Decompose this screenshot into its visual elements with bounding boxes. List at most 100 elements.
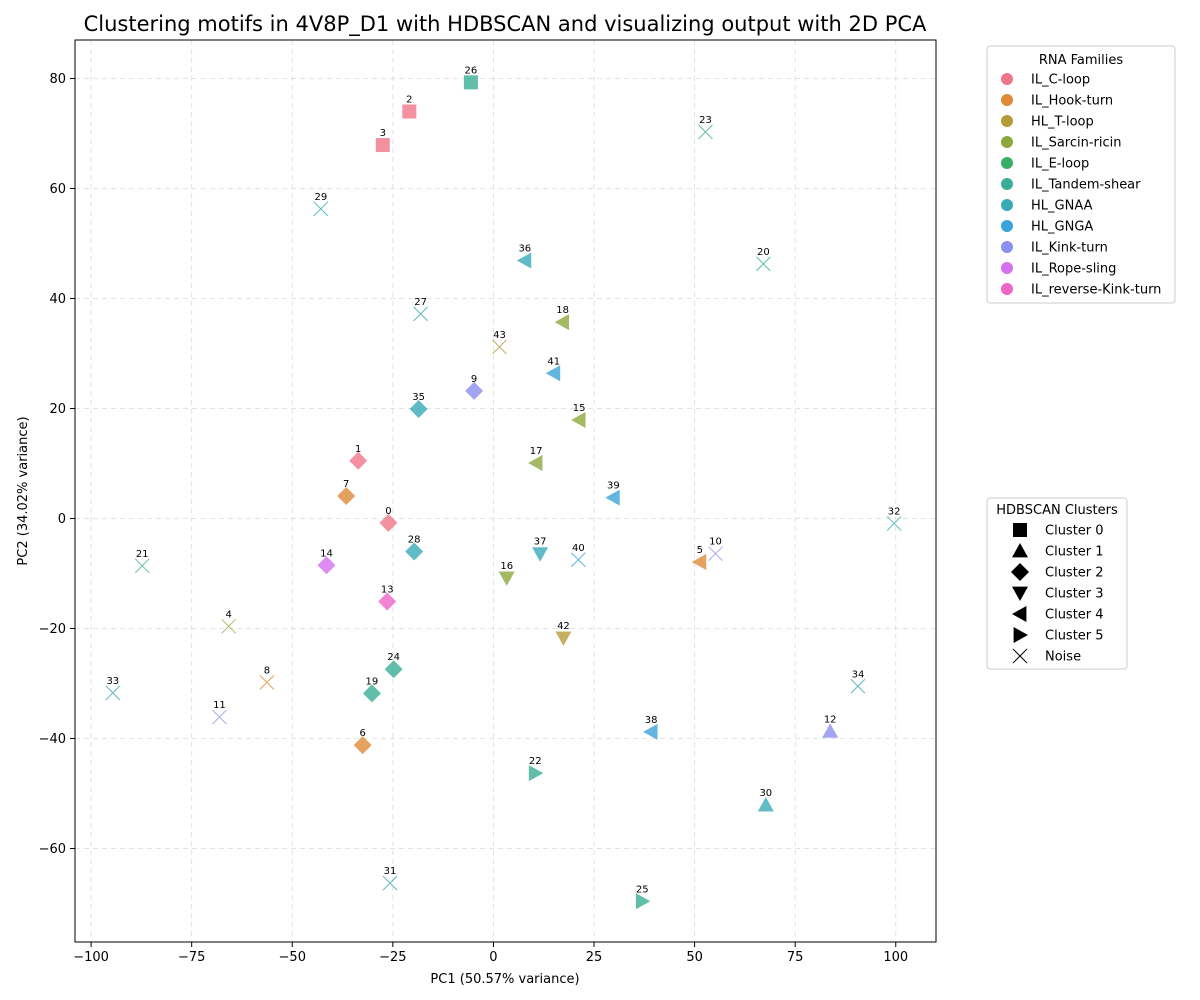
point-label: 5	[697, 545, 703, 556]
data-point: 24	[384, 652, 403, 679]
point-label: 39	[607, 481, 620, 492]
point-marker	[886, 516, 902, 531]
legend-cluster-marker	[1013, 523, 1027, 537]
x-tick-label: 0	[489, 950, 497, 965]
data-point: 38	[643, 715, 658, 740]
y-tick-label: −20	[39, 622, 66, 637]
legend-family-label: IL_Hook-turn	[1031, 94, 1113, 109]
point-label: 30	[759, 788, 772, 799]
data-point: 26	[463, 65, 478, 90]
y-tick-label: 60	[49, 182, 66, 197]
x-axis-label: PC1 (50.57% variance)	[430, 972, 579, 987]
data-point: 18	[554, 305, 570, 331]
point-marker	[221, 618, 237, 634]
point-marker	[498, 571, 515, 586]
grid-lines	[75, 40, 936, 942]
point-marker	[516, 252, 532, 269]
data-point: 32	[886, 506, 902, 531]
point-label: 26	[465, 65, 478, 76]
legend-family-swatch	[1001, 262, 1013, 274]
point-marker	[379, 513, 398, 532]
point-label: 13	[381, 585, 394, 596]
point-marker	[317, 556, 336, 575]
data-points: 0123456789101112131415161718192021222324…	[105, 65, 902, 910]
point-marker	[375, 138, 390, 153]
data-point: 25	[635, 884, 651, 910]
x-tick-label: −50	[279, 950, 306, 965]
legend-family-swatch	[1001, 178, 1013, 190]
data-point: 19	[362, 676, 381, 703]
data-point: 37	[532, 537, 549, 562]
legend-families: RNA Families IL_C-loop IL_Hook-turn HL_T-l…	[986, 45, 1176, 304]
point-marker	[532, 547, 549, 562]
point-marker	[528, 765, 544, 782]
point-label: 7	[343, 479, 349, 490]
point-label: 17	[530, 446, 543, 457]
data-point: 5	[691, 545, 707, 570]
point-label: 14	[320, 548, 333, 559]
point-label: 0	[385, 506, 391, 517]
point-marker	[822, 723, 839, 738]
data-point: 14	[317, 548, 336, 575]
point-label: 3	[380, 128, 386, 139]
x-tick-label: 100	[883, 950, 908, 965]
point-marker	[756, 256, 771, 272]
point-label: 22	[529, 756, 542, 767]
point-marker	[405, 542, 424, 561]
point-label: 8	[264, 665, 270, 676]
legend-cluster-marker	[1013, 627, 1028, 643]
data-point: 22	[528, 756, 544, 782]
legend-family-label: HL_T-loop	[1031, 115, 1094, 130]
legend-family-swatch	[1001, 157, 1013, 169]
data-point: 23	[698, 115, 713, 140]
legend-clusters-box	[986, 497, 1128, 670]
point-marker	[105, 685, 121, 701]
legend-clusters-title: HDBSCAN Clusters	[996, 503, 1118, 518]
legend-families-title: RNA Families	[1039, 53, 1124, 68]
point-marker	[757, 797, 774, 812]
legend-cluster-marker	[1012, 586, 1028, 601]
legend-cluster-label: Cluster 3	[1045, 587, 1104, 602]
x-tick-label: 25	[586, 950, 603, 965]
y-tick-label: 40	[49, 292, 66, 307]
legend-clusters: HDBSCAN Clusters Cluster 0 Cluster 1 Clust…	[986, 497, 1128, 670]
y-tick-label: 20	[49, 402, 66, 417]
y-tick-label: 0	[58, 512, 66, 527]
point-marker	[691, 553, 707, 570]
point-marker	[212, 709, 227, 725]
point-label: 24	[387, 652, 400, 663]
point-marker	[349, 451, 368, 470]
data-point: 3	[375, 128, 390, 153]
y-tick-label: −60	[39, 842, 66, 857]
data-point: 21	[134, 549, 150, 574]
point-marker	[708, 546, 723, 562]
point-label: 15	[573, 403, 586, 414]
legend-cluster-marker	[1012, 543, 1028, 558]
point-label: 6	[359, 728, 365, 739]
point-label: 23	[699, 115, 712, 126]
point-marker	[528, 454, 543, 471]
point-marker	[635, 893, 651, 910]
y-axis-label: PC2 (34.02% variance)	[16, 416, 31, 565]
point-label: 37	[534, 537, 547, 548]
data-point: 43	[492, 330, 507, 355]
data-point: 4	[221, 609, 237, 634]
legend-family-swatch	[1001, 283, 1013, 295]
data-point: 42	[555, 621, 572, 646]
point-marker	[409, 400, 428, 419]
point-label: 2	[406, 95, 412, 106]
point-label: 43	[493, 330, 506, 341]
legend-cluster-label: Cluster 2	[1045, 566, 1104, 581]
data-point: 13	[378, 585, 397, 611]
point-label: 42	[557, 621, 570, 632]
legend-cluster-marker	[1012, 606, 1027, 622]
data-point: 15	[571, 403, 586, 429]
point-marker	[313, 201, 329, 217]
point-label: 40	[572, 543, 585, 554]
data-point: 8	[259, 665, 275, 690]
data-point: 6	[353, 728, 372, 755]
data-point: 10	[708, 537, 723, 562]
point-label: 27	[414, 297, 427, 308]
point-marker	[353, 736, 372, 755]
